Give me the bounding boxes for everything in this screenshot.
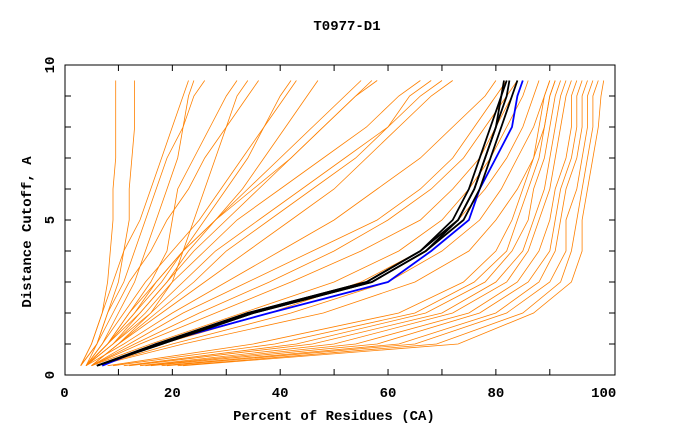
x-tick-label: 80 [487,386,504,402]
series-line-band-8 [161,80,588,367]
series-layer [80,80,605,367]
series-line-left-9 [85,80,206,366]
series-line-left-6 [85,80,297,366]
series-line-mid-4 [96,80,551,367]
x-tick-label: 40 [272,386,289,402]
series-line-band-5 [139,80,572,367]
x-tick-label: 60 [380,386,397,402]
y-tick-label: 0 [43,371,59,379]
series-line-band-6 [145,80,578,367]
series-line-mid-7 [96,80,556,367]
x-tick-label: 0 [60,386,68,402]
series-line-upper-4 [91,80,432,367]
series-line-blue-1 [101,80,524,367]
series-line-left-3 [85,80,195,366]
y-tick-label: 10 [43,57,59,74]
series-line-left-8 [85,80,319,367]
x-tick-label: 100 [591,386,616,402]
series-line-black-3 [96,80,519,367]
series-line-band-3 [123,80,561,367]
series-line-band-9 [166,80,594,367]
series-line-black-4 [96,80,505,367]
series-line-left-5 [85,80,292,366]
series-line-upper-1 [91,80,453,367]
x-tick-label: 20 [164,386,181,402]
y-tick-label: 5 [43,216,59,224]
series-line-band-10 [177,80,599,367]
series-line-left-10 [80,80,189,366]
series-line-mid-2 [91,80,529,367]
series-line-band-4 [129,80,567,367]
series-line-mid-1 [91,80,518,367]
series-line-upper-2 [85,80,443,367]
series-line-mid-5 [91,80,508,367]
chart-title: T0977-D1 [313,19,380,35]
series-line-left-1 [80,80,117,366]
y-axis-label: Distance Cutoff, A [20,156,36,308]
tick-layer: 0 20 40 60 80 100 0 5 10 [43,57,616,402]
x-axis-label: Percent of Residues (CA) [233,409,435,425]
series-line-mid-8 [91,80,518,367]
series-line-upper-3 [85,80,421,367]
series-line-mid-6 [85,80,497,367]
series-line-left-7 [80,80,259,366]
series-line-band-1 [107,80,551,367]
series-line-band-7 [150,80,583,367]
series-line-band-11 [183,80,605,367]
series-line-left-4 [85,80,238,366]
series-line-mid-3 [96,80,540,367]
series-line-left-11 [91,80,249,367]
series-line-black-1 [96,80,508,367]
